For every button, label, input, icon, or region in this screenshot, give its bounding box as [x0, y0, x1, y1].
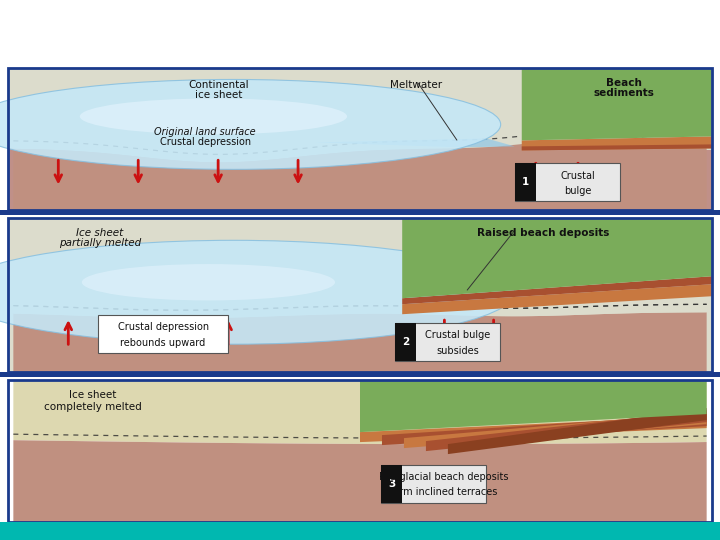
- Bar: [395, 323, 416, 361]
- Polygon shape: [314, 138, 515, 147]
- Text: rebounds upward: rebounds upward: [120, 338, 206, 348]
- Ellipse shape: [80, 98, 347, 134]
- Ellipse shape: [0, 240, 515, 344]
- Polygon shape: [402, 276, 711, 304]
- Polygon shape: [9, 218, 711, 372]
- Text: 1: 1: [521, 177, 528, 187]
- Polygon shape: [382, 414, 706, 445]
- Bar: [381, 465, 486, 503]
- Text: Postglacial beach deposits: Postglacial beach deposits: [379, 472, 509, 482]
- Text: partially melted: partially melted: [58, 238, 141, 248]
- Text: Raised beach deposits: Raised beach deposits: [477, 228, 609, 238]
- Text: Crustal depression: Crustal depression: [160, 137, 251, 147]
- Bar: [9, 380, 711, 522]
- Polygon shape: [448, 408, 706, 454]
- Text: ice sheet: ice sheet: [194, 90, 242, 100]
- Bar: [515, 164, 536, 201]
- Polygon shape: [14, 218, 706, 318]
- Text: bulge: bulge: [564, 186, 591, 195]
- Polygon shape: [14, 380, 706, 444]
- Text: Original land surface: Original land surface: [155, 127, 256, 137]
- Polygon shape: [426, 410, 706, 451]
- Polygon shape: [9, 148, 711, 210]
- Text: sediments: sediments: [593, 89, 654, 98]
- Text: completely melted: completely melted: [44, 402, 142, 412]
- Polygon shape: [522, 69, 711, 140]
- Bar: [395, 323, 500, 361]
- Ellipse shape: [0, 79, 500, 170]
- Polygon shape: [14, 140, 706, 210]
- Polygon shape: [14, 69, 706, 163]
- Bar: [0, 372, 720, 377]
- Polygon shape: [402, 218, 711, 298]
- Polygon shape: [522, 137, 711, 150]
- Polygon shape: [9, 69, 711, 210]
- Bar: [0, 210, 720, 215]
- Polygon shape: [14, 312, 706, 372]
- Bar: [98, 315, 228, 353]
- Polygon shape: [9, 69, 711, 150]
- Polygon shape: [402, 284, 711, 314]
- Polygon shape: [522, 144, 711, 150]
- Text: Ice sheet: Ice sheet: [76, 228, 123, 238]
- Text: Crustal bulge: Crustal bulge: [426, 330, 490, 340]
- Text: Crustal depression: Crustal depression: [117, 322, 209, 333]
- Bar: [9, 218, 711, 372]
- Polygon shape: [14, 440, 706, 522]
- Text: Formation of Terraces due to Crustal Rebound: Formation of Terraces due to Crustal Reb…: [104, 20, 616, 40]
- Ellipse shape: [82, 264, 335, 300]
- Polygon shape: [360, 380, 706, 432]
- Text: form inclined terraces: form inclined terraces: [390, 488, 498, 497]
- Text: Crustal: Crustal: [560, 171, 595, 180]
- Text: 3: 3: [388, 479, 395, 489]
- Polygon shape: [404, 412, 706, 448]
- Text: Ice sheet: Ice sheet: [69, 390, 117, 400]
- Bar: [381, 465, 402, 503]
- Text: Meltwater: Meltwater: [390, 80, 442, 91]
- Text: Beach: Beach: [606, 78, 642, 89]
- Bar: [9, 69, 711, 210]
- Polygon shape: [360, 416, 706, 442]
- Bar: [515, 164, 620, 201]
- Text: subsides: subsides: [436, 346, 480, 355]
- Text: Continental: Continental: [188, 80, 248, 91]
- Text: 2: 2: [402, 337, 409, 347]
- Bar: [0, 522, 720, 540]
